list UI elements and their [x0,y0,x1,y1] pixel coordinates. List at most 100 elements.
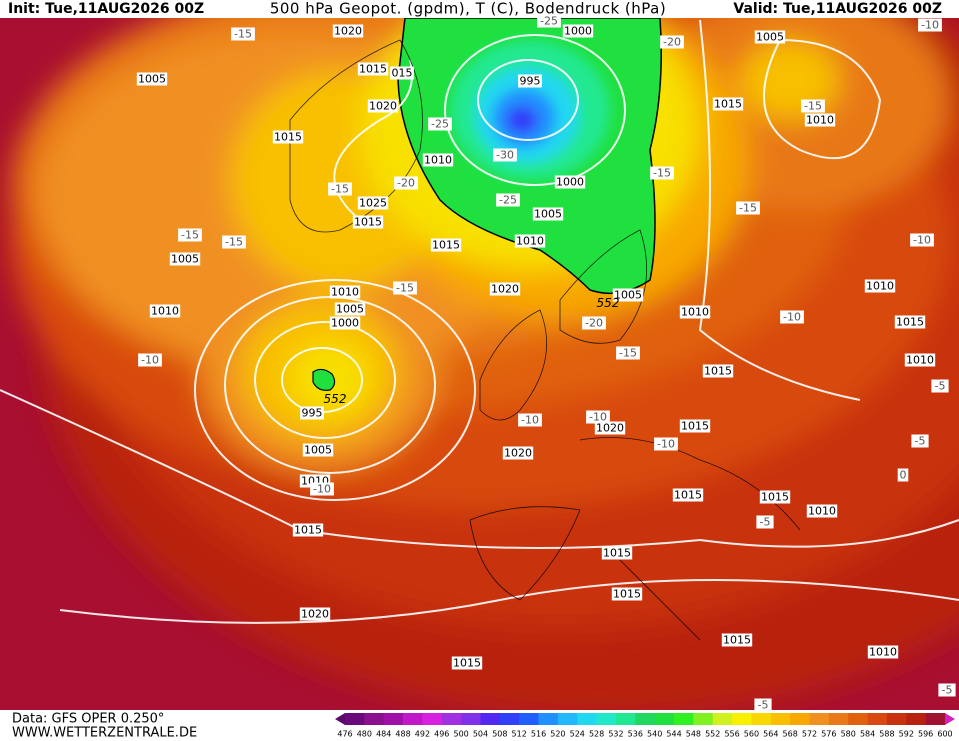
temperature-label: -10 [783,311,801,324]
colorbar-label: 576 [821,730,836,739]
height-label: 552 [324,392,347,406]
isobar-label-box [754,30,786,44]
isobar-label-box [894,315,926,329]
isobar-label-box [594,421,626,435]
isobar-label: 1010 [806,114,834,127]
temperature-label: -15 [804,100,822,113]
temperature-label: -15 [181,229,199,242]
isobar-label-box [299,607,331,621]
colorbar-label: 544 [666,730,681,739]
temperature-label: -15 [739,202,757,215]
site-name: WWW.WETTERZENTRALE.DE [12,726,197,741]
colorbar-swatch [557,713,578,725]
isobar-label-box [672,488,704,502]
temperature-label: 0 [900,469,907,482]
colorbar-swatch [345,713,365,725]
isobar-label-box [721,633,753,647]
temperature-label: -20 [585,317,603,330]
header-band [0,0,959,18]
colorbar-label: 516 [531,730,546,739]
colorbar-label: 532 [608,730,623,739]
colorbar-label: 512 [512,730,527,739]
height-label: 552 [597,296,620,310]
temperature-label-box [518,413,542,427]
colorbar-swatch [770,713,791,725]
isobar-label: 1005 [304,444,332,457]
isobar-label: 1010 [808,505,836,518]
map-labels: 1020 1000 1005 1015 015 1005 995 1020 1015 1010 10… [136,14,956,712]
field [0,18,959,710]
temperature-label: -25 [431,118,449,131]
temperature-label-box [736,201,760,215]
isobar-label: 1005 [534,208,562,221]
colorbar-label: 492 [415,730,430,739]
isobar-label-box [601,546,633,560]
isobar-label-box [430,238,462,252]
isobar-label-box [334,302,366,316]
data-source: Data: GFS OPER 0.250° [12,712,164,727]
isobar-label: 1010 [424,154,452,167]
temperature-label: -15 [234,28,252,41]
colorbar-arrow-left [335,713,345,725]
colorbar-label: 488 [395,730,410,739]
colorbar-swatch [615,713,636,725]
colorbar: 476 480 484 488 492 496 500 504 508 512 516 520 524 5… [337,713,955,739]
colorbar-swatch [693,713,714,725]
colorbar-label: 540 [647,730,662,739]
colorbar-swatch [790,713,810,725]
colorbar-label: 496 [434,730,449,739]
temperature-label-box [660,35,684,49]
isobar-label-box [272,130,304,144]
temperature-label-box [428,117,452,131]
isobar-label: 1010 [331,286,359,299]
colorbar-swatch [499,713,520,725]
isobar-label-box [712,97,744,111]
temperature-label: -10 [657,438,675,451]
colorbar-swatch [519,713,539,725]
temperature-label: -5 [935,380,946,393]
isobar-label: 1015 [274,131,302,144]
isobar-label-box [514,234,546,248]
temperature-label-box [222,235,246,249]
temperature-label: -10 [921,19,939,32]
temperature-label-box [938,683,956,697]
isobar-label-box [679,419,711,433]
isobar-label-box [329,285,361,299]
colorbar-swatch [383,713,404,725]
isobar-label: 1000 [556,176,584,189]
isobar-label: 995 [520,75,541,88]
isobar-label: 015 [392,67,413,80]
temperature-label-box [231,27,255,41]
isobar-label-box [806,504,838,518]
temperature-label-box [493,148,517,162]
isobar-label: 1015 [761,491,789,504]
temperature-label: -15 [396,282,414,295]
colorbar-swatch [461,713,481,725]
colorbar-swatch [732,713,752,725]
isobar-label: 1015 [359,63,387,76]
isobar-label-box [562,24,594,38]
colorbar-arrow-right [945,713,955,725]
colorbar-label: 548 [686,730,701,739]
temperature-label: -20 [663,36,681,49]
temperature-label-box [496,193,520,207]
colorbar-swatch [809,713,830,725]
temperature-label-box [650,166,674,180]
colorbar-swatch [828,713,849,725]
colorbar-label: 552 [705,730,720,739]
isobar-label: 1020 [301,608,329,621]
temperature-label: -10 [141,354,159,367]
colorbar-swatch [867,713,888,725]
isobar-label: 1020 [596,422,624,435]
isobar-label: 1020 [504,447,532,460]
temperature-label: -25 [499,194,517,207]
colorbar-label: 568 [783,730,798,739]
isobar-label: 1000 [331,317,359,330]
temperature-label-box [328,182,352,196]
temperature-label-box [756,515,774,529]
isobar-label-box [502,446,534,460]
temperature-label-box [911,434,929,448]
temperature-label: -10 [913,234,931,247]
temperature-label-box [537,14,561,28]
